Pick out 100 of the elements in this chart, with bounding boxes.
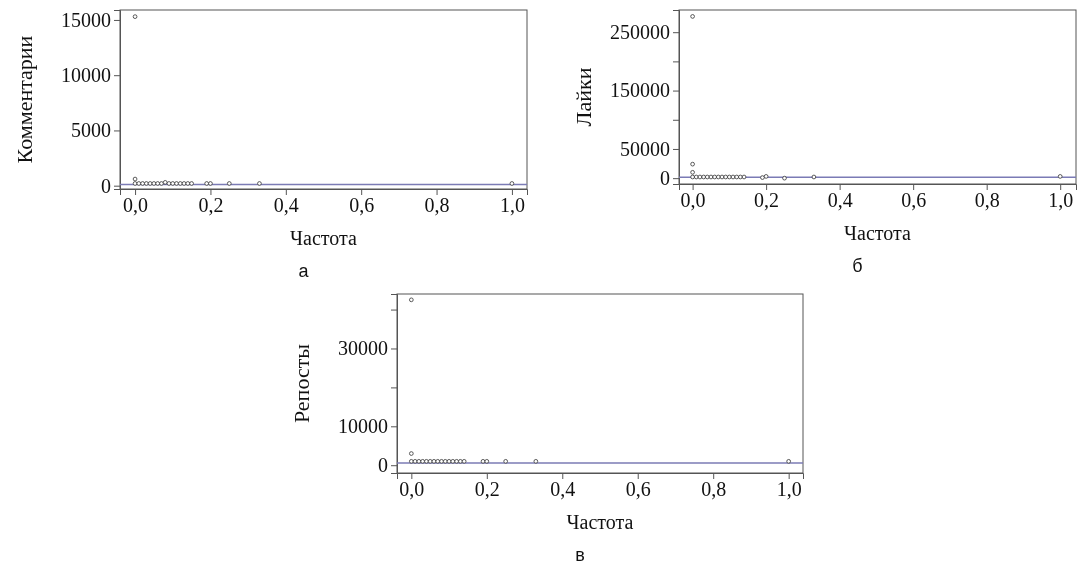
point [144, 181, 149, 186]
point [132, 14, 138, 19]
point [174, 181, 179, 186]
point [454, 459, 459, 464]
x-tick-label: 1,0 [499, 194, 525, 217]
point [480, 459, 486, 464]
y-tick-label: 50000 [620, 137, 670, 160]
y-axis-title: Лайки [571, 67, 596, 127]
x-tick-label: 1,0 [1048, 189, 1074, 212]
x-tick-label: 1,0 [776, 478, 802, 501]
point [443, 459, 448, 464]
point [701, 174, 706, 180]
point [786, 459, 791, 464]
y-axis-title: Комментарии [12, 35, 37, 164]
point [760, 175, 765, 180]
x-tick-label: 0,4 [827, 189, 853, 212]
point [484, 459, 490, 464]
x-tick-label: 0,0 [123, 194, 149, 217]
x-tick-label: 0,6 [349, 194, 375, 217]
point [782, 175, 787, 181]
point [712, 174, 717, 180]
y-tick-label: 0 [660, 167, 670, 190]
point [181, 181, 187, 186]
point [409, 459, 414, 464]
y-tick-label: 10000 [61, 64, 111, 87]
x-axis-title: Частота [290, 227, 358, 249]
point [416, 459, 422, 464]
x-tick-label: 0,4 [273, 194, 299, 217]
point [178, 181, 183, 186]
y-tick-label: 30000 [338, 337, 388, 360]
point [189, 181, 194, 186]
x-tick-label: 0,0 [680, 189, 706, 212]
point [738, 174, 743, 180]
x-tick-label: 0,2 [754, 189, 780, 212]
point [227, 181, 232, 186]
point [705, 174, 710, 180]
point [446, 459, 452, 464]
x-tick-label: 0,0 [399, 478, 425, 501]
point [140, 181, 145, 186]
x-tick-label: 0,8 [974, 189, 1000, 212]
point [257, 181, 262, 186]
point [427, 459, 433, 464]
y-tick-label: 10000 [338, 415, 388, 438]
point [424, 459, 429, 464]
x-tick-label: 0,4 [550, 478, 576, 501]
point [690, 14, 695, 19]
point [208, 181, 213, 186]
point [162, 180, 168, 185]
point [723, 174, 728, 180]
point [690, 170, 695, 175]
point [697, 174, 703, 180]
point [811, 174, 817, 180]
x-tick-label: 0,2 [198, 194, 224, 217]
text: а [298, 261, 310, 281]
point [147, 181, 153, 186]
point [1057, 174, 1063, 179]
point [509, 181, 515, 186]
point [159, 181, 164, 186]
text: в [575, 545, 585, 565]
x-axis-title: Частота [566, 511, 634, 533]
x-tick-label: 0,2 [474, 478, 500, 501]
x-tick-label: 0,6 [901, 189, 927, 212]
text: б [852, 256, 863, 276]
point [185, 181, 191, 186]
point [132, 181, 138, 186]
y-tick-label: 0 [378, 454, 388, 477]
point [734, 174, 739, 180]
x-tick-label: 0,6 [625, 478, 651, 501]
point [503, 459, 508, 464]
y-axis-title: Репосты [289, 343, 314, 424]
y-tick-label: 0 [101, 174, 111, 197]
point [170, 181, 176, 186]
point [412, 459, 418, 464]
y-tick-label: 5000 [71, 119, 111, 142]
point [204, 181, 209, 186]
point [741, 174, 747, 180]
point [132, 176, 138, 182]
y-tick-label: 15000 [61, 8, 111, 31]
point [690, 161, 695, 167]
point [716, 174, 721, 180]
y-tick-label: 150000 [610, 79, 670, 102]
point [431, 459, 437, 464]
point [435, 459, 441, 464]
point [409, 297, 414, 303]
point [533, 459, 539, 464]
y-tick-label: 250000 [610, 21, 670, 44]
point [155, 181, 160, 186]
point [409, 451, 414, 456]
x-tick-label: 0,8 [424, 194, 450, 217]
x-tick-label: 0,8 [701, 478, 727, 501]
point [420, 459, 425, 464]
point [439, 459, 444, 464]
point [166, 181, 172, 186]
point [461, 459, 467, 464]
point [136, 181, 142, 186]
point [458, 459, 463, 464]
point [151, 181, 157, 186]
x-axis-title: Частота [844, 222, 912, 244]
point [727, 174, 732, 180]
point [450, 459, 456, 464]
